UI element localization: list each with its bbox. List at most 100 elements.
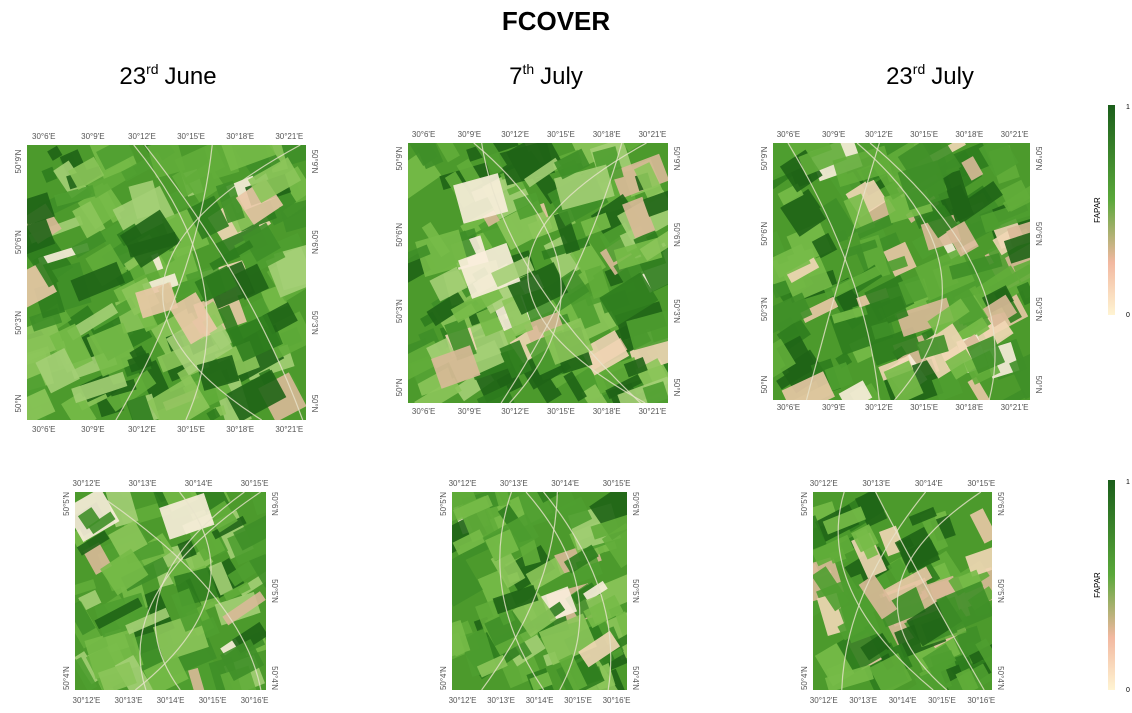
day: 23 xyxy=(886,63,913,90)
map-image xyxy=(380,120,691,419)
colorbar-max: 1 xyxy=(1126,104,1130,111)
map: 30°12'E30°13'E30°14'E30°15'E30°12'E30°13… xyxy=(428,472,652,710)
column-header: 23rdJune xyxy=(119,61,216,90)
day: 23 xyxy=(119,63,146,90)
lon-label: 30°18'E xyxy=(955,403,983,412)
lon-label: 30°15'E xyxy=(241,479,269,488)
lat-label: 50°9'N xyxy=(310,150,319,174)
lon-label: 30°15'E xyxy=(910,403,938,412)
lon-label: 30°12'E xyxy=(73,696,101,705)
day: 7 xyxy=(509,63,522,90)
lon-label: 30°16'E xyxy=(603,696,631,705)
lon-label: 30°9'E xyxy=(81,425,104,434)
lon-label: 30°21'E xyxy=(1001,403,1029,412)
figure-title: FCOVER xyxy=(502,6,611,36)
lon-label: 30°6'E xyxy=(412,130,435,139)
lon-label: 30°9'E xyxy=(822,130,845,139)
lon-label: 30°14'E xyxy=(889,696,917,705)
map: 30°12'E 30°13'E 30°14'E 30°15'E 30°12'E 30°13… xyxy=(790,479,1015,708)
lat-label: 50°N xyxy=(395,378,404,396)
lon-label: 30°13'E xyxy=(862,479,890,488)
suffix: rd xyxy=(913,61,925,77)
lat-label: 50°N xyxy=(760,375,769,393)
lat-label: 50°9'N xyxy=(395,146,404,170)
lon-label: 30°14'E xyxy=(157,696,185,705)
lon-label: 30°6'E xyxy=(32,425,55,434)
lon-label: 30°14'E xyxy=(915,479,943,488)
lat-label: 50°3'N xyxy=(395,299,404,323)
lon-label: 30°12'E xyxy=(810,696,838,705)
lon-label: 30°15'E xyxy=(967,479,995,488)
lon-label: 30°18'E xyxy=(593,130,621,139)
lat-label: 50°6'N xyxy=(14,230,23,254)
lon-label: 30°9'E xyxy=(81,132,104,141)
suffix: rd xyxy=(146,61,158,77)
lat-label: 50°5'N xyxy=(631,579,640,603)
lon-label: 30°15'E xyxy=(177,425,205,434)
month: July xyxy=(931,63,974,90)
lon-label: 30°12'E xyxy=(73,479,101,488)
lon-label: 30°12'E xyxy=(501,407,529,416)
lon-label: 30°12'E xyxy=(865,130,893,139)
map: 30°6'E 30°9'E 30°12'E 30°15'E 30°18'E 30°21'E… xyxy=(0,124,332,437)
lat-label: 50°9'N xyxy=(14,149,23,173)
lon-label: 30°16'E xyxy=(967,696,995,705)
month: July xyxy=(540,63,583,90)
column-header: 7th July xyxy=(509,61,583,90)
lon-label: 30°9'E xyxy=(458,407,481,416)
lat-label: 50°5'N xyxy=(800,492,809,516)
lat-label: 50°9'N xyxy=(1034,146,1043,170)
lon-label: 30°13'E xyxy=(115,696,143,705)
lon-label: 30°18'E xyxy=(226,425,254,434)
lon-label: 30°14'E xyxy=(551,479,579,488)
lon-label: 30°6'E xyxy=(32,132,55,141)
map: 30°6'E 30°9'E 30°12'E 30°15'E 30°18'E 30°21'E… xyxy=(380,120,691,419)
lat-label: 50°6'N xyxy=(270,492,279,516)
lat-label: 50°6'N xyxy=(1034,222,1043,246)
lon-label: 30°6'E xyxy=(777,130,800,139)
colorbar-max: 1 xyxy=(1126,479,1130,486)
lon-label: 30°21'E xyxy=(1001,130,1029,139)
lon-label: 30°12'E xyxy=(865,403,893,412)
lon-label: 30°12'E xyxy=(449,479,477,488)
lat-label: 50°4'N xyxy=(996,666,1005,690)
lon-label: 30°15'E xyxy=(199,696,227,705)
lat-label: 50°4'N xyxy=(631,666,640,690)
lon-label: 30°13'E xyxy=(849,696,877,705)
lat-label: 50°4'N xyxy=(439,666,448,690)
lat-label: 50°4'N xyxy=(62,666,71,690)
lon-label: 30°6'E xyxy=(777,403,800,412)
lon-label: 30°6'E xyxy=(412,407,435,416)
lon-label: 30°15'E xyxy=(564,696,592,705)
figure: FCOVER 23rdJune 7thJuly 23rdJuly 30°6'E3… xyxy=(0,0,1132,713)
lon-label: 30°14'E xyxy=(185,479,213,488)
lat-label: 50°3'N xyxy=(1034,297,1043,321)
lon-label: 30°9'E xyxy=(822,403,845,412)
lat-label: 50°6'N xyxy=(760,222,769,246)
lon-label: 30°13'E xyxy=(129,479,157,488)
map-image xyxy=(750,124,1051,416)
colorbar xyxy=(1108,105,1115,315)
lat-label: 50°4'N xyxy=(270,666,279,690)
lon-label: 30°15'E xyxy=(603,479,631,488)
lon-label: 30°15'E xyxy=(547,130,575,139)
lon-label: 30°21'E xyxy=(638,407,666,416)
lon-label: 30°18'E xyxy=(593,407,621,416)
lon-label: 30°13'E xyxy=(487,696,515,705)
lat-label: 50°9'N xyxy=(760,146,769,170)
colorbar-min: 0 xyxy=(1126,312,1130,319)
colorbar-label: FAPAR xyxy=(1093,197,1102,223)
lon-label: 30°12'E xyxy=(128,132,156,141)
map: 30°6'E 30°9'E 30°12'E 30°15'E 30°18'E 30°21'E… xyxy=(750,124,1051,416)
colorbar-min: 0 xyxy=(1126,687,1130,694)
lon-label: 30°21'E xyxy=(638,130,666,139)
lon-label: 30°21'E xyxy=(275,425,303,434)
lat-label: 50°N xyxy=(672,378,681,396)
lon-label: 30°12'E xyxy=(128,425,156,434)
lon-label: 30°15'E xyxy=(910,130,938,139)
lat-label: 50°6'N xyxy=(631,492,640,516)
lat-label: 50°6'N xyxy=(395,223,404,247)
colorbar-label: FAPAR xyxy=(1093,572,1102,598)
suffix: th xyxy=(522,61,534,77)
lon-label: 30°12'E xyxy=(810,479,838,488)
